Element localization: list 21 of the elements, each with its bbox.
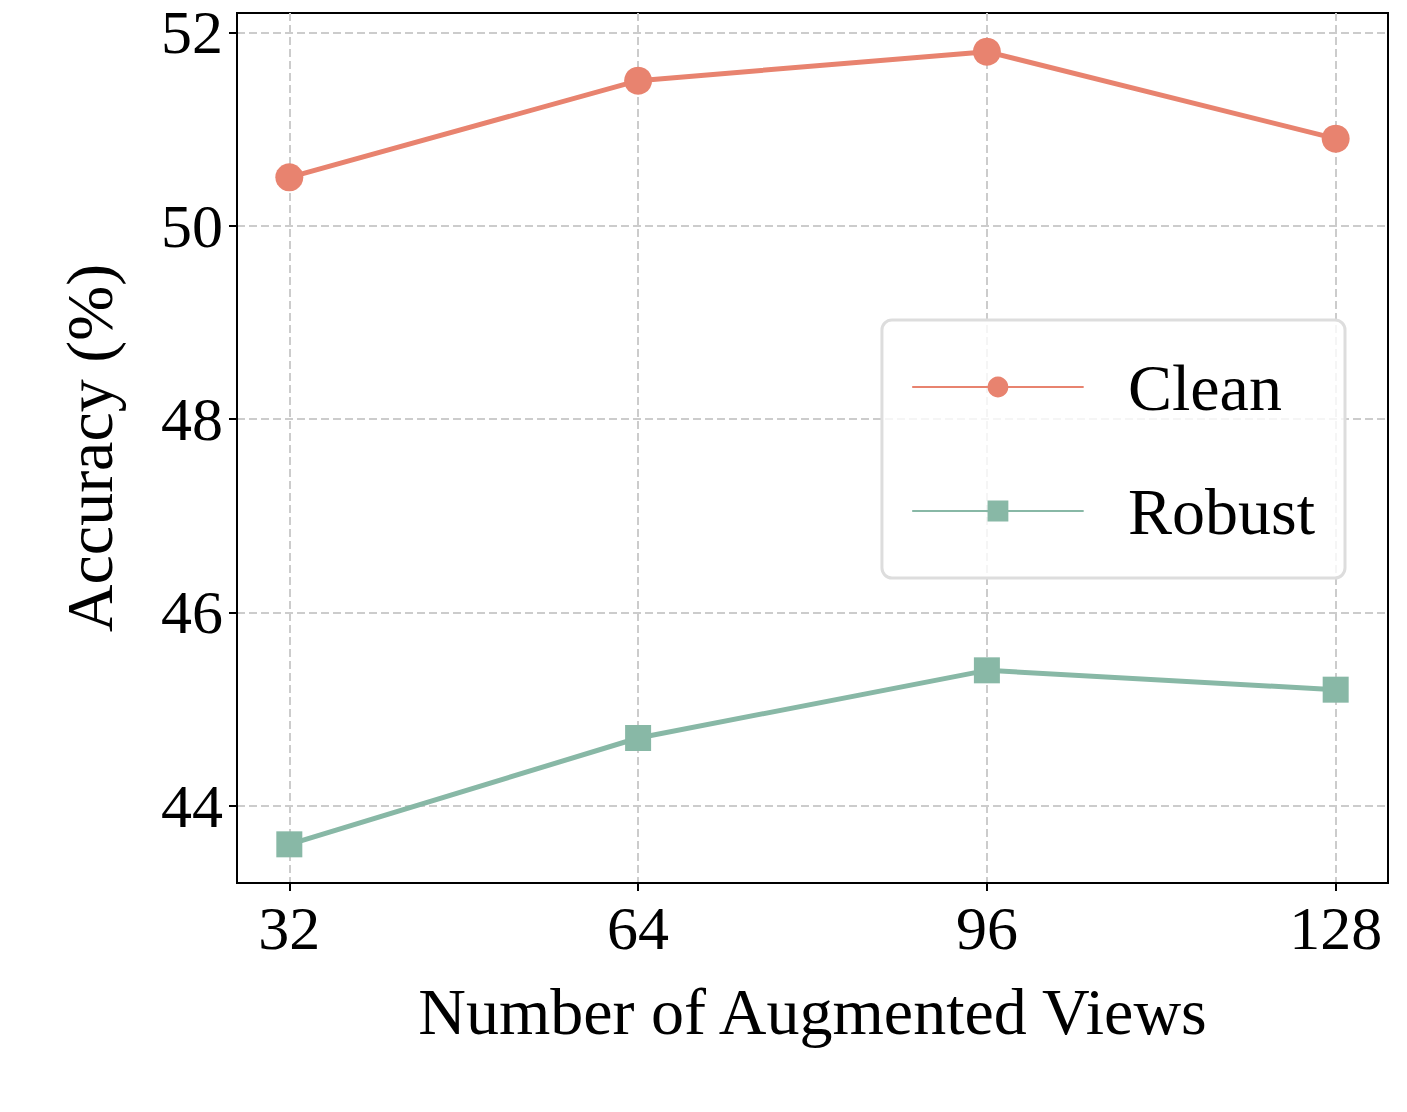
y-axis-title: Accuracy (%) xyxy=(52,263,127,633)
point xyxy=(1322,676,1349,703)
y-tick-label: 46 xyxy=(161,578,223,647)
point xyxy=(625,725,652,751)
x-tick-label: 32 xyxy=(258,894,321,962)
y-tick-label: 44 xyxy=(161,771,223,840)
point xyxy=(275,163,304,192)
x-tick-label: 128 xyxy=(1289,894,1383,962)
y-tick-label: 52 xyxy=(161,0,223,67)
y-tick-label: 50 xyxy=(161,191,223,260)
point xyxy=(624,66,653,95)
point xyxy=(973,657,1000,684)
x-tick-label: 64 xyxy=(607,894,670,962)
point xyxy=(1321,124,1350,153)
point xyxy=(276,831,303,858)
x-tick-label: 96 xyxy=(955,894,1018,962)
legend-label: Robust xyxy=(1127,474,1315,548)
legend-label: Clean xyxy=(1127,350,1282,424)
point xyxy=(972,37,1001,66)
y-tick-label: 48 xyxy=(161,385,223,453)
x-axis-title: Number of Augmented Views xyxy=(418,974,1207,1048)
